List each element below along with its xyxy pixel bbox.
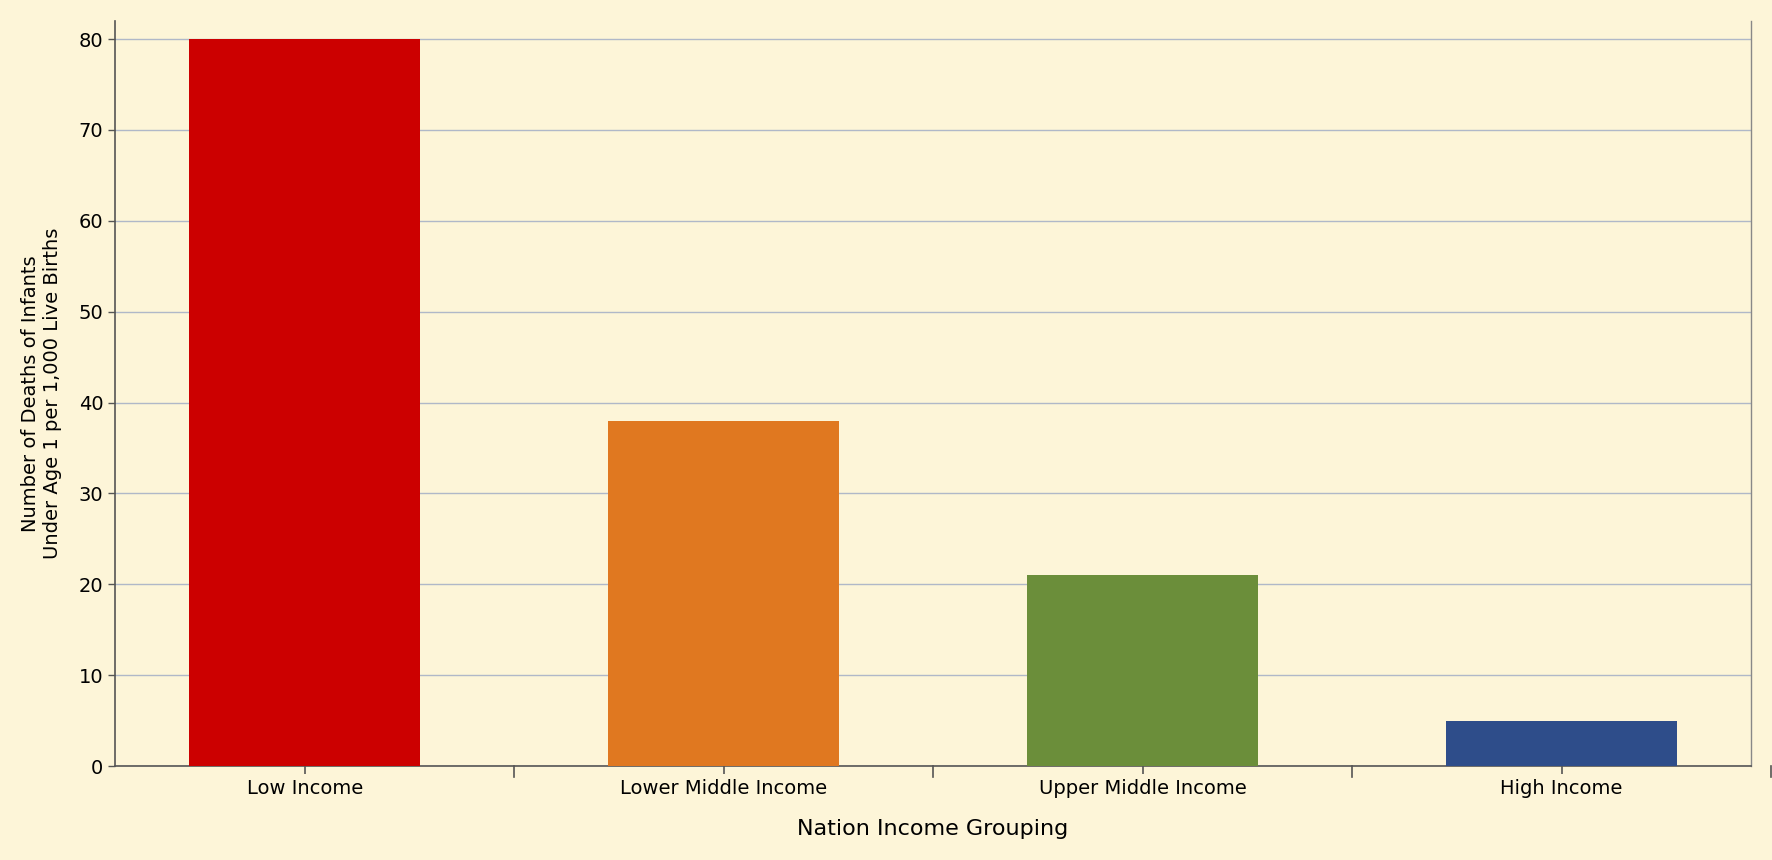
Y-axis label: Number of Deaths of Infants
Under Age 1 per 1,000 Live Births: Number of Deaths of Infants Under Age 1 … [21, 228, 62, 559]
Bar [1028, 575, 1258, 766]
Bar [1446, 721, 1676, 766]
Bar [608, 421, 838, 766]
Bar [190, 39, 420, 766]
X-axis label: Nation Income Grouping: Nation Income Grouping [797, 820, 1069, 839]
